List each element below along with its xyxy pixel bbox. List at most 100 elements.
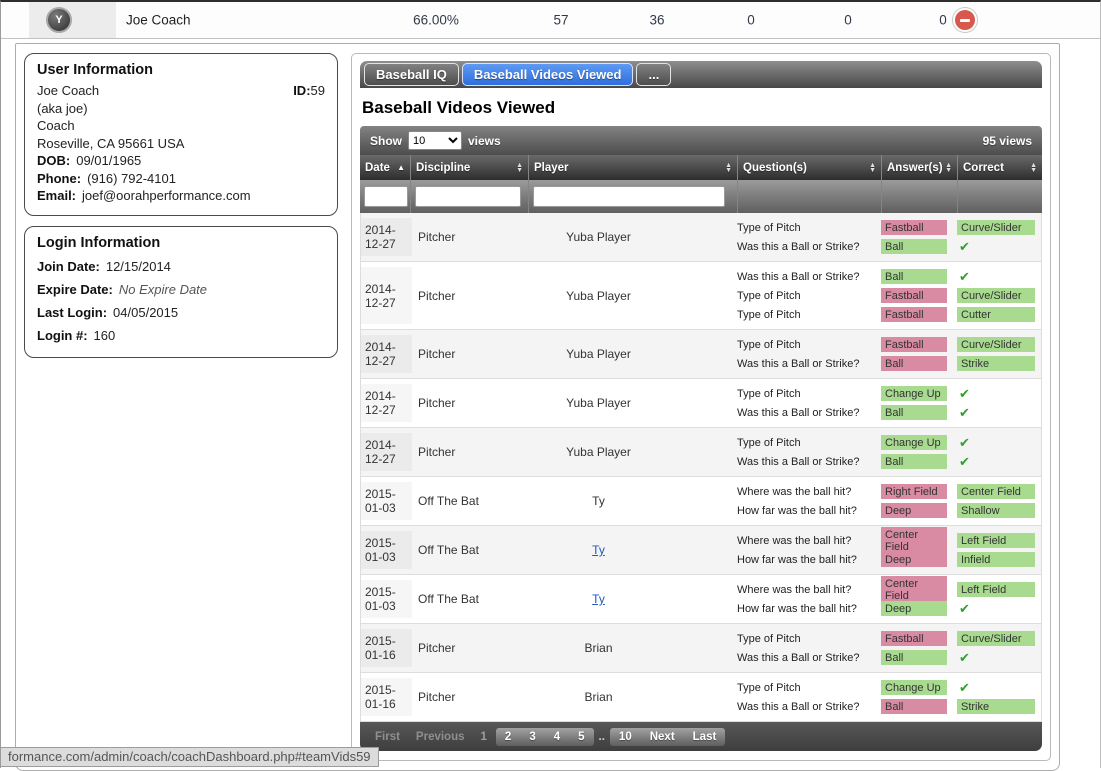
answer-badge: Change Up: [881, 680, 947, 695]
answer-line: Ball: [881, 452, 947, 471]
answer-line: Ball: [881, 697, 947, 716]
correct-check-icon: ✔: [959, 649, 970, 665]
column-header-answers[interactable]: Answer(s) ▲ ▼: [882, 155, 958, 180]
page-button-3[interactable]: 3: [529, 730, 536, 743]
date-cell: 2015-01-03: [361, 482, 412, 520]
column-header-questions[interactable]: Question(s) ▲ ▼: [738, 155, 882, 180]
correct-badge: Left Field: [957, 582, 1035, 597]
questions-cell: Type of Pitch Was this a Ball or Strike?: [737, 384, 881, 422]
answer-line: Right Field: [881, 482, 947, 501]
question-text: Type of Pitch: [737, 436, 801, 449]
answers-cell: Change Up Ball: [881, 433, 957, 471]
question-line: Was this a Ball or Strike?: [737, 452, 859, 471]
correct-line: Infield: [957, 550, 1035, 569]
answer-line: Ball: [881, 267, 947, 286]
tab-[interactable]: ...: [636, 63, 672, 86]
column-header-discipline[interactable]: Discipline ▲ ▼: [411, 155, 529, 180]
user-field: Phone: (916) 792-4101: [37, 170, 325, 188]
player-name: Yuba Player: [566, 347, 631, 361]
page-button-group: 2 3 4 5: [495, 727, 594, 746]
player-cell: Ty: [530, 580, 737, 618]
answer-badge: Deep: [881, 601, 947, 616]
column-header-player[interactable]: Player ▲ ▼: [529, 155, 738, 180]
filter-cell: [958, 180, 1042, 213]
answer-badge: Right Field: [881, 484, 947, 499]
player-link[interactable]: Ty: [592, 592, 605, 606]
login-field: Join Date: 12/15/2014: [37, 255, 325, 278]
page-button-last[interactable]: Last: [692, 730, 717, 743]
sort-down-glyph: ▼: [725, 166, 732, 174]
filter-discipline-input[interactable]: [415, 186, 521, 207]
column-header-date[interactable]: Date ▲: [360, 155, 411, 180]
remove-icon[interactable]: [955, 10, 975, 30]
tab-strip: Baseball IQ Baseball Videos Viewed...: [360, 61, 1042, 88]
date-cell: 2014-12-27: [361, 384, 412, 422]
table-row: 2014-12-27 Pitcher Yuba Player Type of Pitc…: [361, 213, 1041, 262]
discipline-cell: Off The Bat: [418, 543, 479, 557]
answer-line: Ball: [881, 237, 947, 256]
player-link[interactable]: Ty: [592, 543, 605, 557]
question-text: Was this a Ball or Strike?: [737, 651, 860, 664]
correct-cell: Left Field ✔: [957, 580, 1041, 618]
player-cell: Ty: [530, 531, 737, 569]
table-header-row: Date ▲ Discipline ▲ ▼ Player ▲ ▼ Question(s) ▲ ▼ An…: [360, 155, 1042, 180]
answer-badge: Change Up: [881, 386, 947, 401]
answer-line: Change Up: [881, 678, 947, 697]
question-line: Where was the ball hit?: [737, 482, 851, 501]
correct-cell: ✔ ✔: [957, 384, 1041, 422]
player-name: Yuba Player: [566, 288, 631, 303]
coach-name: Joe Coach: [126, 12, 191, 28]
login-field-label: Join Date:: [37, 258, 100, 274]
questions-cell: Type of Pitch Was this a Ball or Strike?: [737, 335, 881, 373]
question-text: Where was the ball hit?: [737, 534, 852, 547]
questions-cell: Type of Pitch Was this a Ball or Strike?: [737, 433, 881, 471]
page-button-4[interactable]: 4: [553, 730, 561, 743]
login-info-title: Login Information: [37, 234, 161, 251]
player-cell: Yuba Player: [530, 384, 737, 422]
correct-badge: Center Field: [957, 484, 1035, 499]
column-header-correct[interactable]: Correct ▲ ▼: [958, 155, 1042, 180]
page-button-first-disabled: First: [375, 730, 400, 743]
correct-badge: Curve/Slider: [957, 220, 1035, 235]
column-label: Discipline: [416, 161, 471, 174]
user-name: Joe Coach: [37, 83, 100, 98]
table-row: 2015-01-03 Off The Bat Ty Where was the bal…: [361, 526, 1041, 575]
question-text: Was this a Ball or Strike?: [737, 357, 860, 370]
question-line: Type of Pitch: [737, 433, 801, 452]
page-button-10[interactable]: 10: [618, 730, 632, 743]
page-button-2[interactable]: 2: [504, 730, 512, 743]
answer-line: Fastball: [881, 305, 947, 324]
correct-line: Curve/Slider: [957, 629, 1035, 648]
avatar[interactable]: Y: [46, 7, 72, 33]
correct-badge: Strike: [957, 699, 1035, 714]
question-line: Where was the ball hit?: [737, 580, 851, 599]
questions-cell: Where was the ball hit? How far was the b…: [737, 531, 881, 569]
answer-badge: Center Field: [881, 527, 947, 554]
answer-badge: Ball: [881, 356, 947, 371]
filter-cell: [882, 180, 958, 213]
filter-date-input[interactable]: [364, 186, 408, 207]
tab-baseball-iq[interactable]: Baseball IQ: [364, 63, 459, 86]
answer-badge: Deep: [881, 552, 947, 567]
question-text: Was this a Ball or Strike?: [737, 455, 860, 468]
page-button-next[interactable]: Next: [649, 730, 675, 743]
minus-glyph: [960, 18, 970, 22]
sort-up-glyph: ▲: [945, 161, 952, 169]
question-line: Where was the ball hit?: [737, 531, 851, 550]
question-text: Was this a Ball or Strike?: [737, 700, 860, 713]
table-filter-row: [360, 180, 1042, 213]
user-aka: (aka joe): [37, 100, 88, 116]
question-line: Type of Pitch: [737, 678, 801, 697]
page-ellipsis: ..: [598, 730, 605, 743]
page-size-select[interactable]: 10: [408, 131, 462, 150]
correct-line: ✔: [957, 403, 970, 422]
login-field-label: Expire Date:: [37, 281, 113, 297]
player-name: Yuba Player: [566, 445, 631, 459]
discipline-cell: Pitcher: [418, 445, 456, 459]
tab-baseball-videos-viewed[interactable]: Baseball Videos Viewed: [461, 63, 634, 86]
page-button-5[interactable]: 5: [578, 730, 585, 743]
correct-badge: Curve/Slider: [957, 337, 1035, 352]
filter-player-input[interactable]: [533, 186, 725, 207]
question-text: How far was the ball hit?: [737, 504, 857, 517]
login-field-value: 04/05/2015: [113, 304, 179, 320]
